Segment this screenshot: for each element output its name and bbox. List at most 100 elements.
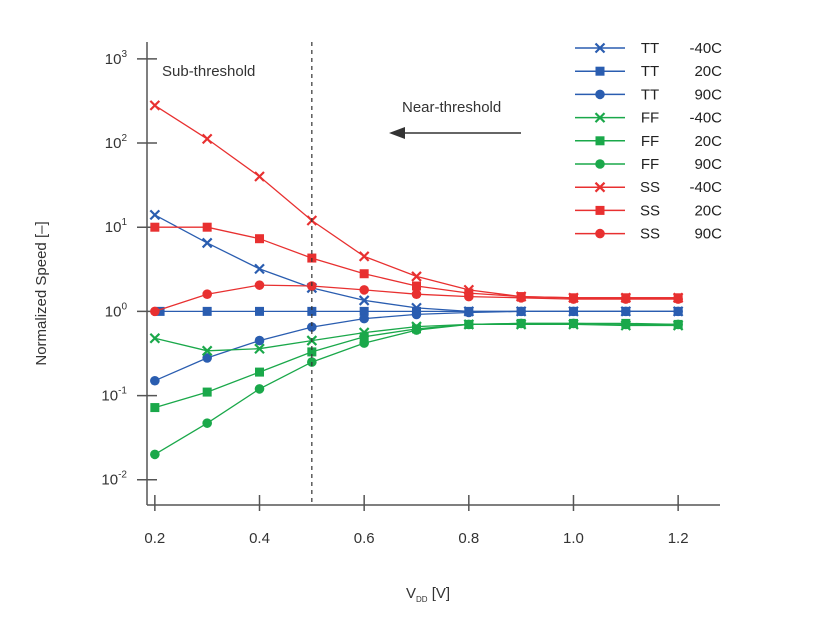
data-point <box>155 306 165 316</box>
y-axis-title: Normalized Speed [–] <box>33 221 50 365</box>
data-point <box>149 332 161 344</box>
legend-temp: 20C <box>694 133 722 150</box>
data-point <box>568 294 579 304</box>
legend-item: TT 20C <box>575 63 722 80</box>
data-point <box>359 269 369 279</box>
data-point <box>150 222 160 232</box>
y-tick-label: 102 <box>105 133 128 152</box>
legend-corner: SS <box>640 226 660 243</box>
data-point <box>254 384 265 394</box>
marker-x-stroke <box>254 171 265 182</box>
marker-x-stroke <box>149 100 161 111</box>
marker-x-stroke <box>201 237 213 249</box>
y-tick-base: 10 <box>101 388 118 405</box>
legend-item: FF 90C <box>575 156 722 173</box>
data-point <box>255 367 265 377</box>
marker-x-stroke <box>358 295 370 306</box>
series-line <box>154 310 679 382</box>
data-point <box>202 306 212 316</box>
y-tick-exponent: 2 <box>121 133 127 144</box>
data-point <box>359 313 369 324</box>
legend-temp: 90C <box>694 86 722 103</box>
data-point <box>150 375 160 386</box>
data-point <box>254 335 265 346</box>
marker-x-stroke <box>411 271 422 282</box>
series-ff-90c <box>150 318 683 460</box>
legend-item: SS 20C <box>575 202 722 219</box>
data-point <box>359 338 369 348</box>
data-point <box>673 319 683 330</box>
legend-marker <box>595 89 605 100</box>
data-point <box>464 307 474 318</box>
data-point <box>359 332 369 342</box>
y-tick-label: 10-2 <box>101 470 127 489</box>
data-point <box>621 294 631 304</box>
marker-x-stroke <box>594 112 606 123</box>
data-point <box>673 294 683 304</box>
series-tt--40c <box>149 209 684 317</box>
data-point <box>150 306 160 317</box>
x-tick-label: 1.0 <box>563 530 584 547</box>
y-tick-base: 10 <box>105 135 122 152</box>
x-tick-label: 0.4 <box>249 530 270 547</box>
series-layer <box>149 100 684 460</box>
legend-item: TT -40C <box>575 40 722 57</box>
data-point <box>149 100 161 111</box>
data-point <box>516 306 526 317</box>
legend-marker <box>595 228 605 239</box>
data-point <box>307 281 317 291</box>
data-point <box>358 251 370 262</box>
legend-corner: SS <box>640 179 660 196</box>
data-point <box>202 418 212 428</box>
data-point <box>411 289 422 299</box>
legend-corner: FF <box>641 133 659 150</box>
legend-corner: TT <box>641 86 659 103</box>
legend-marker <box>594 42 606 54</box>
data-point <box>673 306 683 317</box>
data-point <box>150 449 160 460</box>
x-tick-label: 1.2 <box>668 530 689 547</box>
data-point <box>307 306 317 316</box>
marker-x-stroke <box>594 181 606 193</box>
data-point <box>568 318 579 329</box>
y-tick-label: 100 <box>105 301 128 320</box>
data-point <box>411 309 422 320</box>
data-point <box>202 289 212 299</box>
y-tick-label: 10-1 <box>101 386 127 405</box>
legend-corner: TT <box>641 63 659 80</box>
data-point <box>516 292 526 303</box>
legend-marker <box>595 136 605 146</box>
legend-marker <box>594 112 606 123</box>
data-point <box>255 306 265 316</box>
legend-item: TT 90C <box>575 86 722 103</box>
series-line <box>154 322 679 409</box>
data-point <box>568 306 579 317</box>
series-ss--40c <box>149 100 684 304</box>
y-tick-label: 103 <box>105 49 128 68</box>
legend-corner: FF <box>641 110 659 127</box>
legend-temp: -40C <box>689 110 722 127</box>
marker-x-stroke <box>358 251 370 262</box>
y-tick-exponent: -2 <box>118 470 127 481</box>
marker-x-stroke <box>254 263 265 275</box>
marker-x-stroke <box>201 345 213 357</box>
legend-item: SS 90C <box>575 226 722 243</box>
near-threshold-arrow-head <box>389 127 405 139</box>
y-tick-exponent: 3 <box>121 49 127 60</box>
series-tt-90c <box>150 306 683 386</box>
data-point <box>150 403 160 413</box>
marker-x-stroke <box>201 133 213 145</box>
legend-item: SS -40C <box>575 179 722 196</box>
data-point <box>202 222 212 232</box>
data-point <box>149 209 161 221</box>
legend-temp: 20C <box>694 63 722 80</box>
x-axis-title-subscript: DD <box>416 595 428 604</box>
y-tick-base: 10 <box>101 472 118 489</box>
annotation-layer: Sub-threshold Near-threshold <box>162 42 521 505</box>
series-ss-90c <box>150 280 683 317</box>
data-point <box>201 345 213 357</box>
data-point <box>621 319 631 330</box>
data-point <box>254 171 265 182</box>
data-point <box>202 387 212 397</box>
